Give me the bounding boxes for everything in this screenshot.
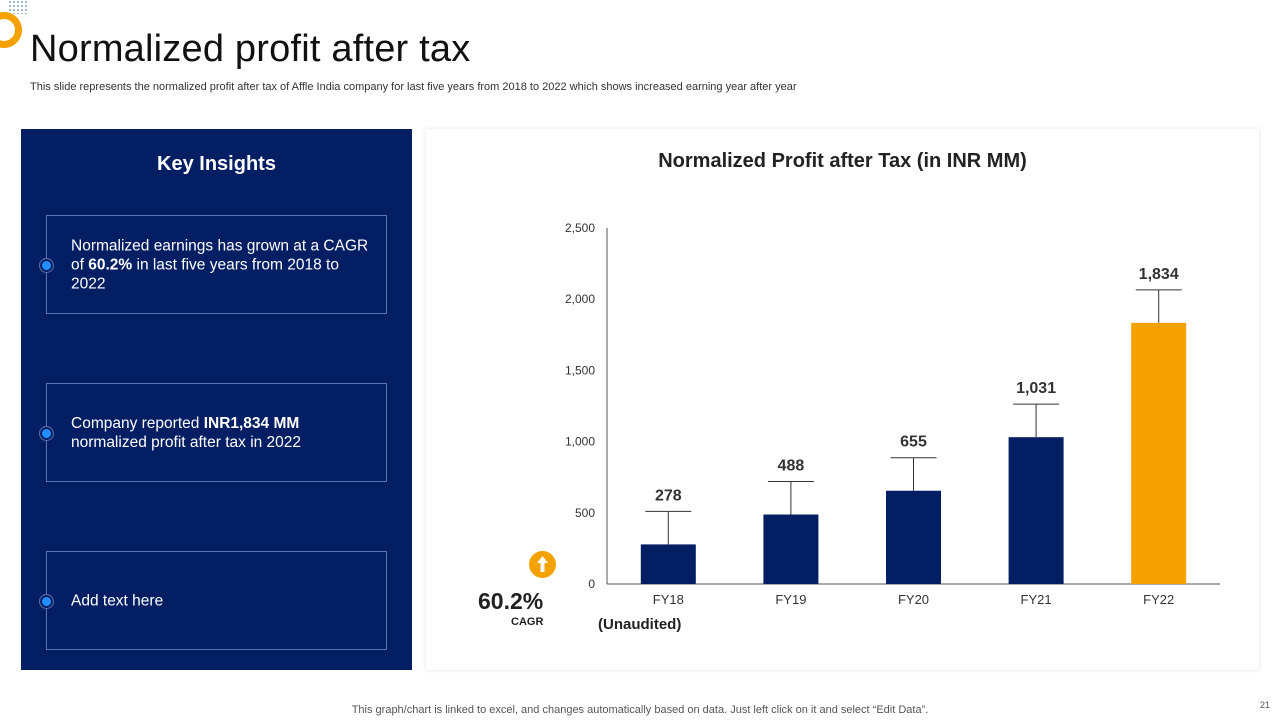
chart-panel[interactable] [426,129,1259,670]
unaudited-note: (Unaudited) [598,616,682,633]
insight-box-2[interactable]: Company reported INR1,834 MM normalized … [40,383,387,482]
chart-axes: 0 500 1,000 1,500 2,000 2,500 [565,221,1220,591]
x-tick-label: FY18 [653,592,684,607]
insight-text-part: Company reported [71,414,204,432]
y-tick-label: 2,500 [565,221,595,235]
key-insights-panel: Key Insights Normalized earnings has gro… [21,129,412,670]
key-insights-title: Key Insights [157,153,276,175]
y-tick-label: 500 [575,506,595,520]
up-arrow-icon [529,551,556,578]
data-label: 488 [778,458,805,475]
page-number: 21 [1259,700,1270,710]
bar-fy19[interactable] [763,514,819,584]
insight-text-part: normalized profit after tax in 2022 [71,433,302,451]
insight-box-3[interactable]: Add text here [40,551,387,650]
insight-text-2: Company reported INR1,834 MM normalized … [71,414,370,452]
x-tick-label: FY20 [898,592,929,607]
bullet-dot-icon [40,258,53,272]
insight-text-highlight: INR1,834 MM [203,414,300,432]
bullet-dot-icon [40,426,53,440]
cagr-label: CAGR [511,616,544,628]
bar-fy22[interactable] [1131,322,1187,584]
data-label: 1,031 [1016,380,1056,397]
insight-text-3: Add text here [71,591,370,610]
cagr-value: 60.2% [478,588,544,614]
insight-text-part: Normalized earnings has grown at a CAGR … [71,237,369,273]
y-tick-label: 1,000 [565,435,595,449]
y-tick-label: 1,500 [565,363,595,377]
insight-box-1[interactable]: Normalized earnings has grown at a CAGR … [40,215,387,314]
chart-bars [640,289,1187,584]
bar-fy20[interactable] [886,490,941,584]
y-tick-label: 0 [588,577,595,591]
footer-note: This graph/chart is linked to excel, and… [351,704,929,716]
insight-text-part: in last five years from 2018 to 2022 [71,256,339,292]
data-label: 655 [900,434,927,451]
bar-fy18[interactable] [640,544,696,584]
x-tick-label: FY21 [1021,592,1052,607]
x-tick-label: FY19 [775,592,806,607]
chart-title: Normalized Profit after Tax (in INR MM) [658,150,1027,172]
insight-text-part: Add text here [71,592,164,609]
insight-text-highlight: 60.2% [88,256,133,273]
chart-labels: 278 FY18 488 FY19 655 FY20 1,031 FY21 1,834 FY22 [653,266,1179,607]
data-label: 278 [655,487,682,504]
y-tick-label: 2,000 [565,292,595,306]
corner-ring-decoration [0,12,22,48]
x-tick-label: FY22 [1143,592,1174,607]
insight-text-1: Normalized earnings has grown at a CAGR … [71,236,370,293]
data-label: 1,834 [1139,266,1179,283]
corner-dots-decoration [8,0,28,14]
bullet-dot-icon [40,594,53,608]
bar-fy21[interactable] [1008,437,1064,584]
page-title: Normalized profit after tax [30,28,471,70]
page-subtitle: This slide represents the normalized pro… [30,81,797,93]
